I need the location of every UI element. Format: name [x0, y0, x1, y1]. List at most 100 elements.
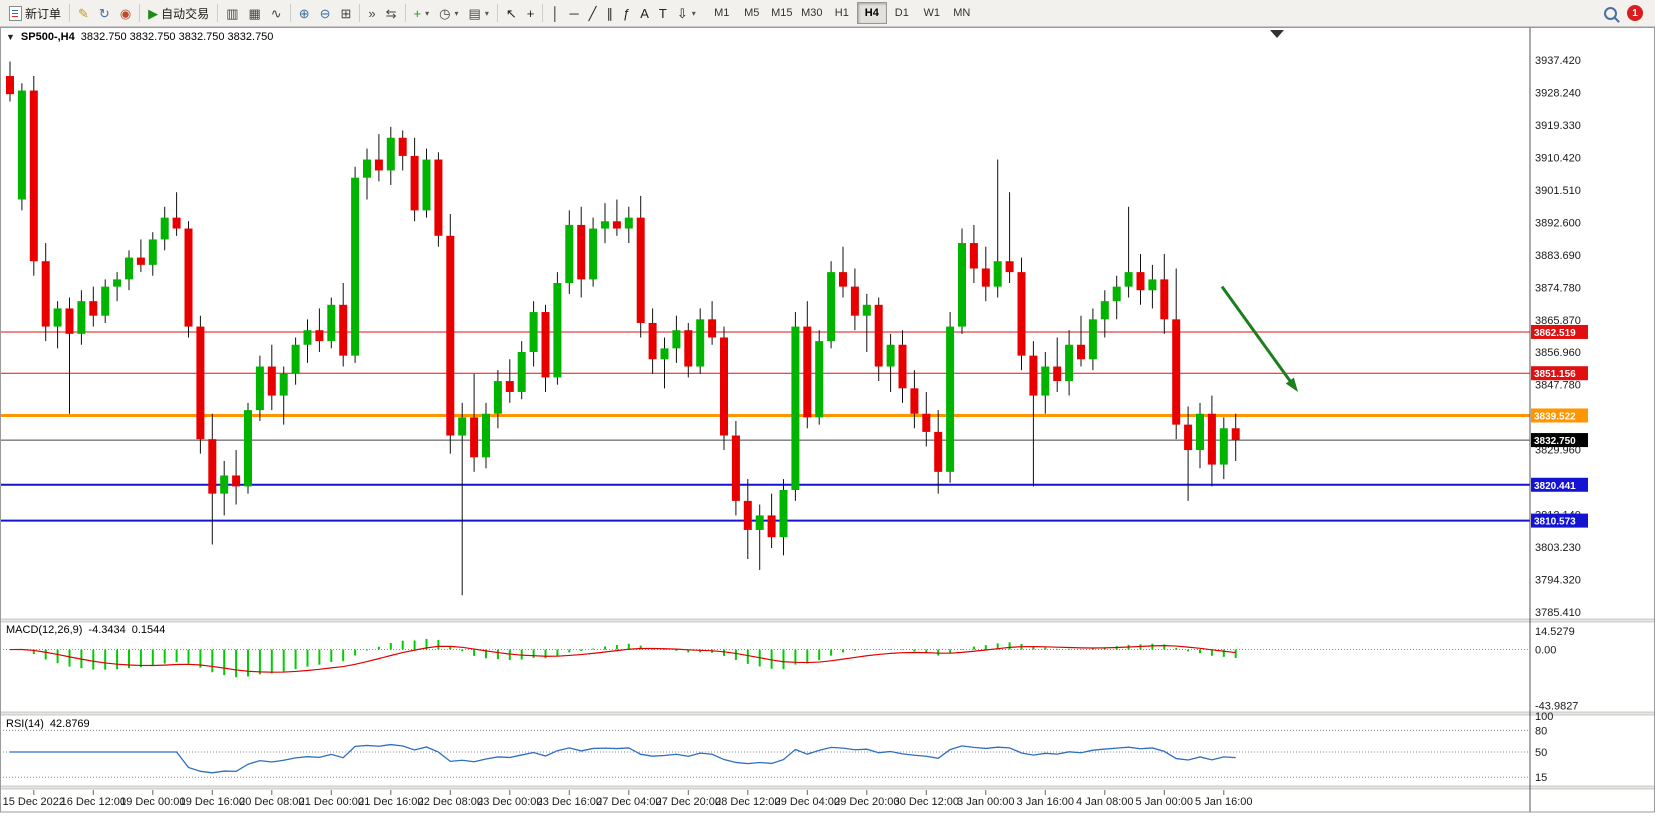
timeframe-w1-button[interactable]: W1 — [923, 7, 941, 19]
indicators-button[interactable]: + ▾ — [409, 1, 435, 25]
cursor-icon: ↖ — [505, 5, 517, 21]
templates-button[interactable]: ▤ ▾ — [464, 1, 494, 25]
time-axis-label: 20 Dec 08:00 — [239, 796, 304, 808]
tile-windows-button[interactable]: ⊞ — [336, 1, 357, 25]
time-axis-label: 3 Jan 00:00 — [957, 796, 1015, 808]
timeframe-m5-button[interactable]: M5 — [744, 7, 760, 19]
text-icon: A — [640, 5, 649, 21]
candle — [65, 308, 74, 334]
zoom-in-icon: ⊕ — [298, 5, 310, 21]
candle — [1112, 286, 1121, 302]
candle — [172, 217, 181, 229]
candle — [101, 286, 110, 316]
toolbar-buttons: 新订单 ✎ ↻ ◉ ▶ 自动交易 ▥ ▦ ∿ ⊕ ⊖ ⊞» ⇆ + ▾ ◷ ▾ ▤ ▾ ↖ + │ ─ ╱ ∥ ƒ A T ⇩ ▾ — [4, 1, 701, 25]
macd-indicator-label: MACD(12,26,9) -4.3434 0.1544 — [6, 624, 165, 636]
candle — [279, 373, 288, 396]
autotrading-button[interactable]: ▶ 自动交易 — [143, 1, 214, 25]
toolbar-separator — [359, 4, 361, 22]
candle — [850, 286, 859, 316]
text-label-button[interactable]: T — [654, 1, 672, 25]
candle — [1065, 344, 1074, 382]
toolbar-separator — [217, 4, 219, 22]
macd-signal-line — [9, 644, 1236, 673]
chart-shift-button[interactable]: ⇆ — [381, 1, 402, 25]
market-watch-button[interactable]: ↻ — [94, 1, 115, 25]
auto-scroll-button[interactable]: » — [363, 1, 380, 25]
candle — [672, 330, 681, 349]
shift-icon: ⇆ — [385, 5, 397, 21]
price-level-tag-text: 3832.750 — [1534, 436, 1576, 447]
candle — [898, 344, 907, 389]
candle — [53, 308, 62, 327]
metaeditor-button[interactable]: ✎ — [73, 1, 94, 25]
pane-separator[interactable] — [0, 618, 1655, 623]
candle — [934, 431, 943, 472]
text-button[interactable]: A — [635, 1, 654, 25]
candle — [291, 344, 300, 374]
play-icon: ▶ — [148, 5, 159, 21]
candle — [755, 515, 764, 530]
candle — [303, 330, 312, 345]
cursor-button[interactable]: ↖ — [501, 1, 522, 25]
time-axis-label: 5 Jan 00:00 — [1136, 796, 1194, 808]
zoom-in-button[interactable]: ⊕ — [294, 1, 315, 25]
timeframe-mn-button[interactable]: MN — [953, 7, 971, 19]
price-level-tag-text: 3810.573 — [1534, 517, 1576, 528]
timeframe-h1-button[interactable]: H1 — [834, 7, 849, 19]
candle — [1005, 261, 1014, 273]
arrows-button[interactable]: ⇩ ▾ — [672, 1, 701, 25]
crosshair-button[interactable]: + — [522, 1, 540, 25]
macd-axis-tick: 0.00 — [1535, 645, 1556, 657]
price-axis-tick: 3847.780 — [1535, 380, 1581, 392]
search-icon[interactable] — [1604, 6, 1617, 20]
channel-button[interactable]: ∥ — [602, 1, 619, 25]
horizontal-line-button[interactable]: ─ — [564, 1, 583, 25]
price-axis-tick: 3874.780 — [1535, 282, 1581, 294]
terminal-button[interactable]: ◉ — [115, 1, 136, 25]
bar-chart-button[interactable]: ▥ — [221, 1, 243, 25]
trend-arrow-head — [1285, 377, 1298, 392]
hline-icon: ─ — [569, 5, 579, 21]
candle — [541, 312, 550, 378]
price-axis-tick: 3910.420 — [1535, 152, 1581, 164]
candlestick-chart-button[interactable]: ▦ — [243, 1, 265, 25]
candle — [827, 272, 836, 342]
fibonacci-button[interactable]: ƒ — [618, 1, 635, 25]
time-axis-label: 22 Dec 08:00 — [418, 796, 483, 808]
candle — [803, 326, 812, 418]
trendline-button[interactable]: ╱ — [584, 1, 602, 25]
pane-separator[interactable] — [0, 711, 1655, 716]
candle — [244, 410, 252, 487]
notification-badge[interactable]: 1 — [1627, 5, 1643, 21]
arrows-icon: ⇩ — [676, 5, 688, 21]
autotrading-button-label: 自动交易 — [161, 6, 210, 21]
price-axis-tick: 3829.960 — [1535, 445, 1581, 457]
fibonacci-icon: ƒ — [623, 5, 631, 21]
candle — [981, 268, 990, 287]
line-chart-button[interactable]: ∿ — [266, 1, 287, 25]
candle — [601, 221, 609, 229]
timeframe-h4-button[interactable]: H4 — [856, 2, 887, 24]
timeframe-d1-button[interactable]: D1 — [894, 7, 909, 19]
timeframe-m15-button[interactable]: M15 — [771, 7, 793, 19]
timeframe-m30-button[interactable]: M30 — [801, 7, 823, 19]
zoom-out-button[interactable]: ⊖ — [315, 1, 336, 25]
pane-separator[interactable] — [0, 785, 1655, 790]
terminal-icon: ◉ — [119, 5, 132, 21]
toolbar-separator — [69, 4, 71, 22]
one-click-trading-toggle[interactable]: ▼ — [6, 32, 15, 42]
rsi-name: RSI(14) — [6, 718, 44, 730]
price-level-tag-text: 3851.156 — [1534, 369, 1576, 380]
candle — [196, 326, 205, 440]
vertical-line-button[interactable]: │ — [546, 1, 564, 25]
candle — [398, 137, 407, 156]
periods-button[interactable]: ◷ ▾ — [434, 1, 463, 25]
toolbar-separator — [139, 4, 141, 22]
candle — [77, 301, 86, 334]
trend-arrow-annotation[interactable] — [1220, 285, 1294, 385]
timeframe-m1-button[interactable]: M1 — [714, 7, 730, 19]
new-order-button[interactable]: 新订单 — [4, 1, 66, 25]
candle — [351, 177, 360, 356]
rsi-axis-tick: 80 — [1535, 725, 1547, 737]
candle — [410, 155, 419, 211]
